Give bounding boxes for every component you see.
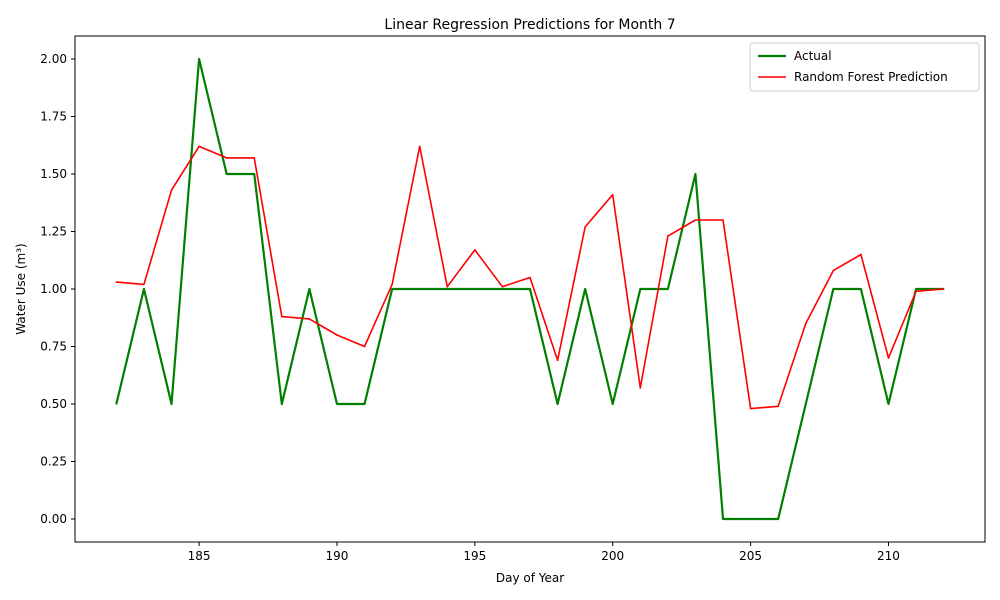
legend-label: Actual	[794, 49, 832, 63]
x-tick-label: 205	[739, 549, 762, 563]
data-point-prediction	[667, 235, 669, 237]
data-point-prediction	[446, 285, 449, 288]
y-tick-label: 0.00	[40, 512, 67, 526]
data-point-actual	[418, 288, 421, 290]
data-point-prediction	[143, 283, 145, 286]
y-tick-label: 0.25	[40, 455, 67, 469]
data-point-actual	[336, 403, 338, 405]
data-point-prediction	[501, 285, 504, 288]
data-point-actual	[225, 173, 228, 175]
x-tick-label: 200	[601, 549, 624, 563]
data-point-prediction	[749, 407, 752, 410]
data-point-prediction	[694, 219, 697, 221]
data-point-actual	[722, 518, 724, 520]
legend-label: Random Forest Prediction	[794, 70, 948, 84]
data-point-actual	[667, 288, 669, 290]
data-point-prediction	[474, 249, 476, 251]
data-point-prediction	[115, 281, 118, 283]
data-point-actual	[446, 288, 449, 290]
data-point-actual	[281, 403, 283, 405]
data-point-actual	[694, 173, 697, 175]
data-point-prediction	[584, 226, 586, 228]
data-point-actual	[529, 288, 531, 290]
data-point-actual	[170, 403, 173, 405]
data-point-prediction	[308, 318, 311, 320]
x-axis: 185 190 195 200 205 210	[188, 542, 900, 563]
data-point-actual	[143, 288, 145, 290]
data-point-prediction	[225, 157, 228, 159]
data-point-prediction	[722, 219, 724, 221]
y-tick-label: 0.50	[40, 397, 67, 411]
data-point-actual	[804, 403, 807, 405]
data-point-prediction	[529, 276, 531, 279]
data-point-actual	[556, 403, 559, 405]
data-point-actual	[777, 518, 779, 520]
data-point-prediction	[363, 345, 366, 348]
legend: Actual Random Forest Prediction	[749, 42, 980, 92]
y-tick-label: 1.25	[40, 225, 67, 239]
data-point-actual	[363, 403, 366, 405]
data-point-actual	[308, 288, 311, 290]
data-point-prediction	[639, 387, 642, 389]
data-point-actual	[474, 288, 476, 290]
data-point-prediction	[336, 334, 338, 336]
data-point-actual	[611, 403, 614, 405]
data-point-prediction	[198, 145, 200, 148]
chart-title: Linear Regression Predictions for Month …	[384, 17, 675, 33]
plot-area	[115, 57, 945, 521]
data-point-actual	[198, 58, 200, 60]
data-point-prediction	[391, 283, 393, 286]
data-point-prediction	[281, 315, 283, 318]
data-point-actual	[860, 288, 862, 290]
x-tick-label: 210	[877, 549, 900, 563]
x-tick-label: 195	[463, 549, 486, 563]
legend-box	[749, 42, 980, 92]
data-point-actual	[391, 288, 393, 290]
x-axis-label: Day of Year	[496, 571, 564, 585]
data-point-prediction	[556, 359, 559, 362]
data-point-actual	[639, 288, 642, 290]
x-tick-label: 185	[188, 549, 211, 563]
data-point-prediction	[418, 145, 421, 148]
data-point-prediction	[804, 322, 807, 325]
data-point-actual	[749, 518, 752, 520]
data-point-prediction	[860, 253, 862, 256]
data-point-prediction	[832, 269, 835, 272]
y-tick-label: 0.75	[40, 340, 67, 354]
y-axis-label: Water Use (m³)	[14, 243, 28, 334]
data-point-prediction	[887, 357, 890, 359]
data-point-prediction	[777, 405, 779, 408]
data-point-actual	[584, 288, 586, 290]
data-point-actual	[915, 288, 917, 290]
x-tick-label: 190	[326, 549, 349, 563]
y-tick-label: 1.00	[40, 282, 67, 296]
y-tick-label: 1.50	[40, 167, 67, 181]
data-point-actual	[501, 288, 504, 290]
data-point-actual	[887, 403, 890, 405]
data-point-actual	[832, 288, 835, 290]
data-point-prediction	[253, 157, 256, 159]
data-point-actual	[115, 403, 118, 405]
y-axis: 0.00 0.25 0.50 0.75 1.00 1.25 1.50 1.75 2.00	[40, 52, 75, 526]
data-point-prediction	[942, 288, 945, 290]
y-tick-label: 1.75	[40, 110, 67, 124]
data-point-prediction	[915, 290, 917, 293]
data-point-prediction	[170, 189, 173, 191]
y-tick-label: 2.00	[40, 52, 67, 66]
data-point-prediction	[611, 193, 614, 196]
data-point-actual	[253, 173, 256, 175]
